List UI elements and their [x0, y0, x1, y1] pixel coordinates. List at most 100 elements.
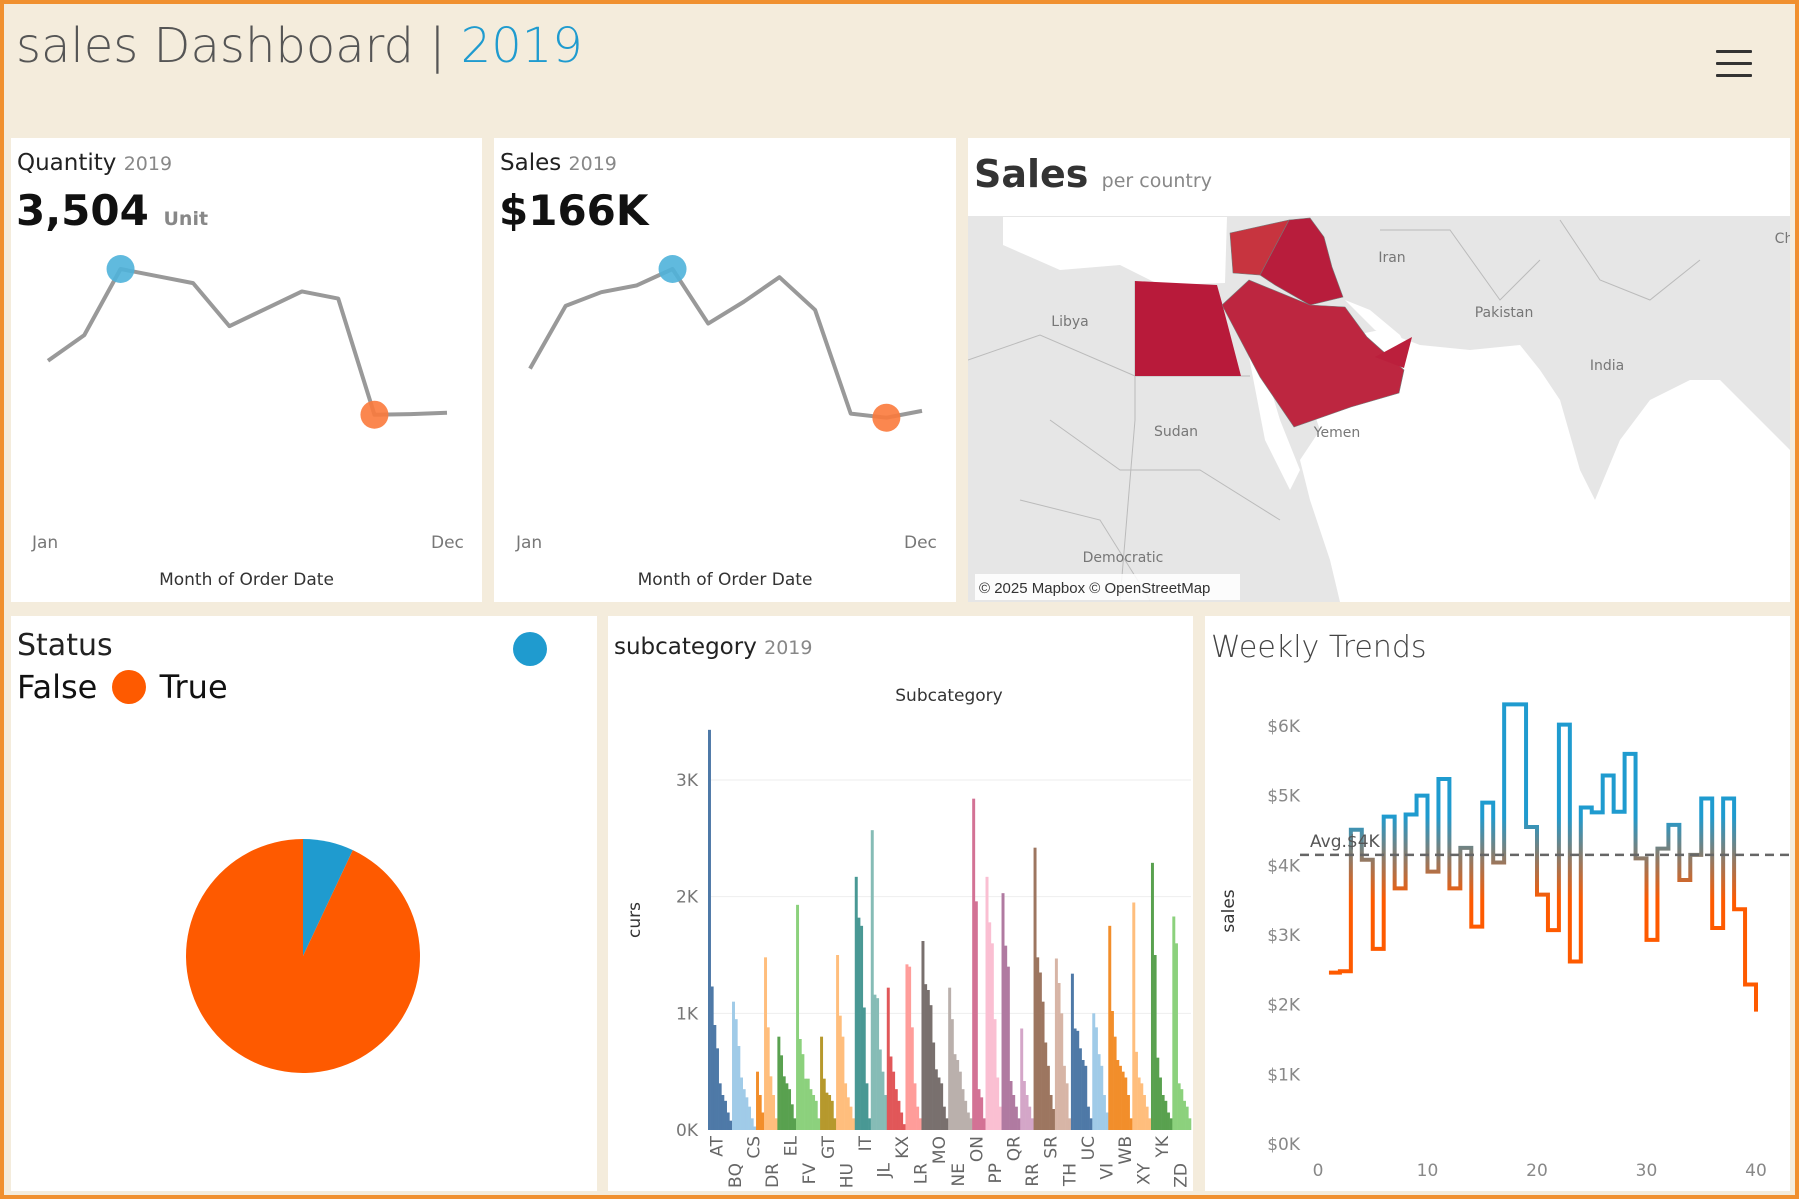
bar-on: [972, 798, 976, 1130]
x-tick-label: ON: [967, 1136, 987, 1162]
bar-dr: [766, 1027, 770, 1130]
bar-it: [868, 1118, 872, 1130]
map-label-iran: Iran: [1378, 250, 1405, 266]
bar-ne: [966, 1112, 970, 1130]
bar-at: [708, 729, 711, 1130]
bar-el: [777, 1036, 781, 1130]
bar-sr: [1036, 957, 1040, 1130]
x-tick-label: RR: [1023, 1163, 1043, 1187]
x-tick-label: 0: [1313, 1161, 1324, 1181]
bar-vi: [1105, 1112, 1109, 1130]
bar-th: [1060, 1013, 1064, 1130]
quantity-kpi: 3,504 Unit: [16, 186, 208, 235]
legend-false-label[interactable]: False: [17, 668, 98, 706]
bar-at: [710, 986, 714, 1130]
bar-pp: [993, 1019, 997, 1130]
hamburger-menu-icon[interactable]: [1716, 50, 1752, 78]
bar-xy: [1132, 902, 1136, 1130]
y-tick-label: 3K: [676, 771, 699, 791]
bar-gt: [830, 1100, 834, 1130]
map[interactable]: Libya Iran Pakistan India Sudan Yemen De…: [968, 138, 1790, 602]
x-tick-label: EL: [782, 1135, 802, 1156]
legend-true-swatch[interactable]: [111, 670, 146, 704]
bar-sr: [1049, 1095, 1053, 1130]
dashboard-title: sales Dashboard | 2019: [16, 18, 583, 74]
bar-kx: [902, 1124, 906, 1130]
bar-hu: [841, 1036, 845, 1130]
x-tick-label: AT: [707, 1135, 727, 1156]
bar-lr: [908, 966, 912, 1130]
bar-it: [854, 876, 858, 1130]
y-axis-label: curs: [625, 902, 645, 938]
bar-th: [1062, 1065, 1066, 1130]
bar-ne: [948, 987, 952, 1130]
bar-fv: [817, 1118, 821, 1130]
bar-xy: [1145, 1106, 1149, 1130]
title-text: sales Dashboard: [16, 18, 414, 74]
map-title: Sales per country: [974, 152, 1212, 196]
legend-false-swatch[interactable]: [513, 632, 547, 666]
bar-yk: [1169, 1118, 1173, 1130]
y-tick-label: $4K: [1267, 856, 1301, 876]
bar-hu: [846, 1097, 850, 1130]
bar-mo: [921, 941, 925, 1130]
bar-kx: [894, 1089, 898, 1130]
country-iraq[interactable]: [1259, 217, 1344, 306]
subcategory-title: subcategory 2019: [614, 634, 813, 660]
bar-qr: [1017, 1118, 1021, 1130]
bar-cs: [761, 1112, 765, 1130]
legend-true-label[interactable]: True: [159, 668, 228, 706]
x-tick-label: GT: [819, 1135, 839, 1159]
pie-slice-false: [303, 839, 353, 956]
bar-ne: [950, 1019, 954, 1130]
bar-jl: [881, 1071, 885, 1130]
sales-card: Sales 2019 $166K Jan Dec Month of Order …: [494, 138, 956, 602]
bar-dr: [774, 1118, 778, 1130]
bar-cs: [756, 1071, 760, 1130]
bar-hu: [836, 955, 840, 1130]
bar-xy: [1134, 1051, 1138, 1130]
bar-kx: [892, 1071, 896, 1130]
bar-sr: [1033, 847, 1037, 1130]
bar-el: [793, 1118, 797, 1130]
bar-jl: [884, 1095, 888, 1130]
country-uae[interactable]: [1375, 337, 1412, 368]
country-saudi-arabia[interactable]: [1221, 279, 1405, 428]
quantity-value: 3,504: [16, 186, 149, 235]
quantity-line-chart: [46, 255, 448, 429]
x-tick-label: 10: [1417, 1161, 1439, 1181]
map-attribution[interactable]: © 2025 Mapbox © OpenStreetMap: [979, 580, 1210, 597]
map-subtitle: per country: [1101, 170, 1212, 192]
pie-slice-true: [185, 839, 420, 1073]
map-label-democratic: Democratic: [1083, 550, 1164, 566]
title-separator: |: [429, 18, 446, 74]
bar-yk: [1156, 1057, 1160, 1130]
bar-on: [980, 1097, 984, 1130]
status-card: Status False True: [11, 616, 597, 1191]
x-axis-label: Month of Order Date: [637, 570, 813, 590]
bar-lr: [905, 964, 909, 1130]
bar-on: [974, 901, 978, 1130]
y-tick-label: 2K: [676, 888, 699, 908]
bar-jl: [876, 998, 880, 1130]
bar-sr: [1052, 1109, 1056, 1130]
bar-yk: [1158, 1077, 1162, 1130]
bar-qr: [1004, 945, 1008, 1130]
bar-gt: [833, 1118, 837, 1130]
bar-mo: [934, 1069, 938, 1130]
bar-dr: [764, 957, 768, 1130]
bar-dr: [769, 1076, 773, 1130]
bar-mo: [945, 1118, 949, 1130]
country-egypt[interactable]: [1135, 281, 1241, 376]
bar-qr: [1006, 966, 1010, 1130]
country-syria[interactable]: [1229, 219, 1290, 276]
bar-bq: [737, 1046, 741, 1130]
bar-wb: [1113, 1036, 1117, 1130]
map-label-china: Ch: [1775, 231, 1790, 247]
sales-step-line: [1328, 702, 1758, 1012]
bar-uc: [1078, 1048, 1082, 1130]
bar-ne: [969, 1118, 973, 1130]
map-label-libya: Libya: [1051, 314, 1088, 330]
weekly-step-chart: $0K $1K $2K $3K $4K $5K $6K 0 10 20 30 40 sales Avg.$…: [1219, 702, 1790, 1181]
title-year: 2019: [460, 18, 583, 74]
